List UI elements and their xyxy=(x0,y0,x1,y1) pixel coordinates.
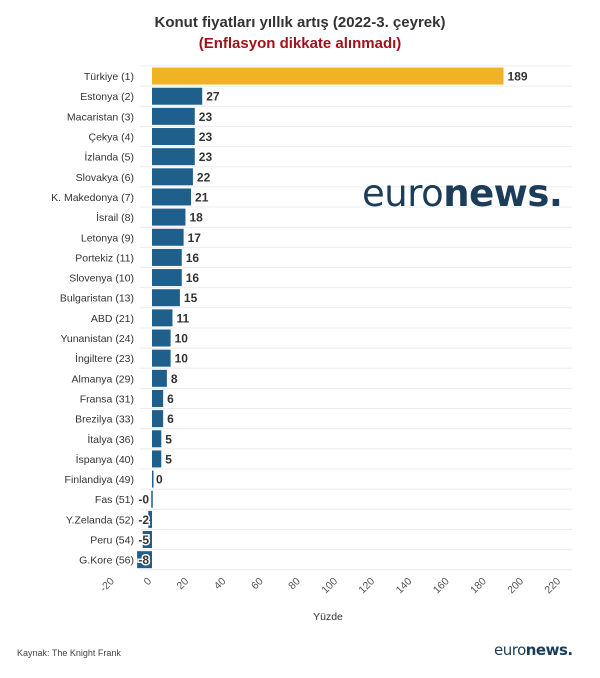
x-tick-label: 60 xyxy=(249,575,266,592)
bar xyxy=(152,128,195,146)
value-label: 10 xyxy=(175,352,189,366)
chart-title: Konut fiyatları yıllık artış (2022-3. çe… xyxy=(154,14,446,31)
category-label: İzlanda (5) xyxy=(84,151,134,164)
x-tick-label: 120 xyxy=(356,575,377,596)
bar xyxy=(148,510,152,528)
category-label: Fransa (31) xyxy=(80,393,134,405)
x-tick-label: 220 xyxy=(542,575,563,596)
category-label: İngiltere (23) xyxy=(75,352,134,365)
bar xyxy=(152,289,180,307)
category-label: Peru (54) xyxy=(90,535,134,547)
value-label: 6 xyxy=(167,392,174,406)
chart-subtitle: (Enflasyon dikkate alınmadı) xyxy=(198,35,402,52)
value-label: -0 xyxy=(138,493,149,507)
bar xyxy=(152,450,162,468)
bar xyxy=(152,269,182,287)
bar xyxy=(151,490,153,508)
euronews-logo-footer: euronews. xyxy=(494,641,573,659)
category-label: İsrail (8) xyxy=(96,211,134,224)
source-note: Kaynak: The Knight Frank xyxy=(17,648,121,658)
value-label: 16 xyxy=(186,271,200,285)
x-axis-title: Yüzde xyxy=(313,611,343,623)
category-label: Portekiz (11) xyxy=(75,252,134,264)
value-label: 15 xyxy=(184,291,198,305)
category-label: Y.Zelanda (52) xyxy=(66,514,134,526)
value-label: 8 xyxy=(171,372,178,386)
category-label: ABD (21) xyxy=(91,313,134,325)
bar xyxy=(152,410,164,428)
x-tick-label: 140 xyxy=(394,575,415,596)
value-label: 5 xyxy=(165,432,172,446)
category-label: Almanya (29) xyxy=(72,373,134,385)
category-label: İtalya (36) xyxy=(87,433,134,446)
bar xyxy=(152,148,195,166)
category-label: K. Makedonya (7) xyxy=(51,192,134,204)
x-tick-label: 80 xyxy=(286,575,303,592)
value-label: 17 xyxy=(188,231,202,245)
category-label: Yunanistan (24) xyxy=(60,333,134,345)
bar xyxy=(152,208,186,226)
category-label: Macaristan (3) xyxy=(67,111,134,123)
bar xyxy=(152,168,193,186)
category-label: Brezilya (33) xyxy=(75,414,134,426)
euronews-logo-watermark: euronews. xyxy=(362,172,563,215)
x-tick-label: -20 xyxy=(98,575,117,594)
category-label: G.Kore (56) xyxy=(79,555,134,567)
category-label: Finlandiya (49) xyxy=(65,474,134,486)
value-label: 6 xyxy=(167,412,174,426)
bar xyxy=(152,248,182,266)
bar xyxy=(152,188,192,206)
value-label: 18 xyxy=(189,211,203,225)
value-label: 11 xyxy=(176,311,189,325)
category-label: Slovenya (10) xyxy=(69,273,134,285)
value-label: 189 xyxy=(508,70,528,84)
value-label: 21 xyxy=(195,190,209,204)
value-label: -8 xyxy=(138,553,149,567)
x-tick-label: 40 xyxy=(212,575,229,592)
bar xyxy=(152,87,203,105)
value-label: 23 xyxy=(199,150,213,164)
value-label: 27 xyxy=(206,90,220,104)
bar xyxy=(152,309,173,327)
category-label: Estonya (2) xyxy=(80,91,134,103)
x-tick-label: 160 xyxy=(431,575,452,596)
value-label: 23 xyxy=(199,110,213,124)
bar xyxy=(152,470,154,488)
bar xyxy=(152,228,184,246)
category-label: Letonya (9) xyxy=(81,232,134,244)
value-label: 0 xyxy=(156,473,163,487)
x-tick-label: 180 xyxy=(468,575,489,596)
x-tick-label: 100 xyxy=(319,575,340,596)
bar xyxy=(152,329,171,347)
value-label: 16 xyxy=(186,251,200,265)
category-label: Slovakya (6) xyxy=(76,172,134,184)
category-label: Çekya (4) xyxy=(88,132,134,144)
bar xyxy=(152,67,504,85)
value-label: -5 xyxy=(138,533,149,547)
value-label: 10 xyxy=(175,332,189,346)
bar xyxy=(152,369,167,387)
bar xyxy=(142,531,152,549)
category-label: İspanya (40) xyxy=(76,453,134,466)
bar xyxy=(152,389,164,407)
bar-chart: Türkiye (1) 189 Estonya (2) 27 Macaristan (3… xyxy=(51,65,572,623)
x-tick-label: 20 xyxy=(175,575,192,592)
bar xyxy=(152,430,162,448)
category-label: Bulgaristan (13) xyxy=(60,293,134,305)
value-label: 22 xyxy=(197,170,211,184)
bar xyxy=(152,349,171,367)
bar xyxy=(137,551,152,569)
value-label: 5 xyxy=(165,452,172,466)
category-label: Fas (51) xyxy=(95,494,134,506)
value-label: 23 xyxy=(199,130,213,144)
bar xyxy=(152,107,195,125)
value-label: -2 xyxy=(138,513,149,527)
x-tick-label: 0 xyxy=(142,575,155,588)
x-tick-label: 200 xyxy=(505,575,526,596)
category-label: Türkiye (1) xyxy=(84,71,134,83)
